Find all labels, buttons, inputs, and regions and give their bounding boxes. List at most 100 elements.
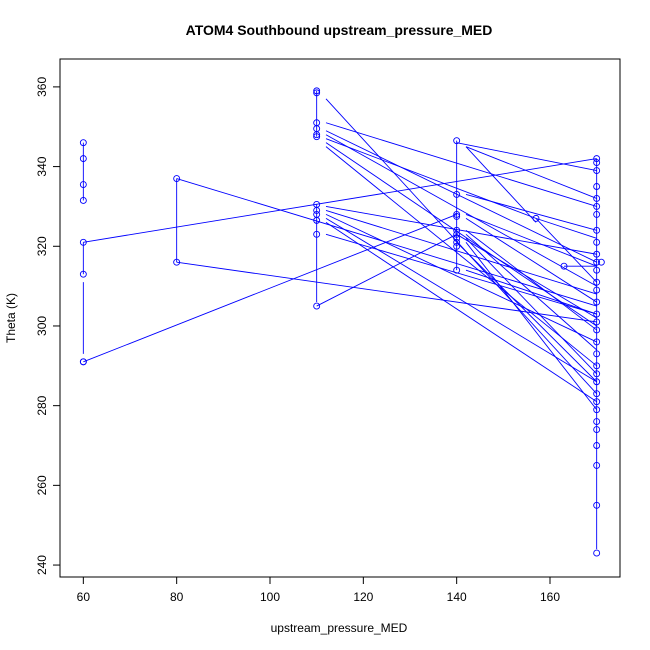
y-axis: 240 260 280 300 320 340 360: [35, 77, 60, 575]
data-line-segment: [325, 98, 597, 395]
y-tick-label: 360: [35, 77, 49, 97]
data-point: [453, 226, 461, 234]
data-line-segment: [325, 130, 597, 263]
y-tick-label: 300: [35, 316, 49, 336]
data-line-segment: [325, 217, 597, 383]
data-line-segment: [325, 146, 597, 367]
data-point: [79, 238, 87, 246]
data-point: [593, 159, 601, 167]
data-point: [593, 350, 601, 358]
data-point: [593, 362, 601, 370]
data-point: [593, 258, 601, 266]
data-lines: [82, 90, 598, 550]
x-axis: 60 80 100 120 140 160: [77, 577, 560, 604]
data-line-segment: [465, 218, 597, 303]
y-tick-label: 260: [35, 475, 49, 495]
data-line-segment: [456, 241, 597, 383]
data-line-segment: [176, 178, 597, 307]
data-point: [593, 378, 601, 386]
data-line-segment: [465, 213, 597, 267]
data-point: [313, 216, 321, 224]
data-point: [593, 318, 601, 326]
data-point: [593, 426, 601, 434]
data-line-segment: [465, 237, 597, 375]
data-line-segment: [83, 213, 457, 363]
data-point: [593, 226, 601, 234]
data-point: [453, 230, 461, 238]
data-point: [79, 181, 87, 188]
x-tick-label: 100: [260, 590, 280, 604]
data-point: [453, 242, 461, 250]
data-point: [173, 258, 181, 266]
data-point: [453, 191, 461, 198]
data-point: [79, 358, 87, 366]
data-point: [593, 370, 601, 378]
data-line-segment: [325, 138, 537, 219]
data-point: [313, 230, 321, 238]
x-tick-label: 160: [540, 590, 560, 604]
data-point: [593, 183, 601, 190]
data-point: [313, 206, 321, 214]
data-point: [593, 390, 601, 398]
data-point: [79, 155, 87, 163]
data-point: [453, 238, 461, 246]
data-point: [593, 278, 601, 286]
data-point: [313, 87, 321, 95]
data-point: [453, 137, 461, 145]
data-line-segment: [325, 213, 597, 343]
x-axis-label: upstream_pressure_MED: [271, 621, 408, 635]
data-point: [593, 238, 601, 246]
data-line-segment: [325, 134, 597, 287]
data-point: [593, 250, 601, 258]
y-tick-label: 340: [35, 156, 49, 176]
x-tick-label: 120: [353, 590, 373, 604]
data-point: [593, 326, 601, 334]
x-tick-label: 60: [77, 590, 91, 604]
data-point: [593, 266, 601, 274]
data-point: [593, 398, 601, 406]
data-line-segment: [83, 158, 597, 243]
data-point: [79, 197, 87, 204]
data-line-segment: [316, 233, 457, 307]
plot-frame: [59, 58, 621, 578]
data-points: [79, 87, 605, 557]
data-line-segment: [465, 194, 597, 231]
data-point: [560, 262, 568, 270]
data-point: [593, 461, 601, 469]
data-point: [173, 175, 181, 182]
data-line-segment: [176, 261, 597, 323]
data-point: [593, 442, 601, 449]
data-line-segment: [535, 218, 597, 283]
data-line-segment: [325, 209, 597, 295]
data-line-segment: [456, 142, 597, 172]
data-point: [593, 298, 601, 306]
data-point: [593, 338, 601, 346]
data-point: [593, 167, 601, 175]
data-line-segment: [465, 146, 597, 199]
data-point: [313, 89, 321, 97]
y-tick-label: 240: [35, 555, 49, 575]
data-line-segment: [325, 233, 597, 315]
data-point: [593, 501, 601, 509]
y-tick-label: 280: [35, 395, 49, 415]
data-point: [313, 302, 321, 310]
x-tick-label: 140: [447, 590, 467, 604]
data-point: [453, 266, 461, 274]
data-line-segment: [535, 217, 597, 239]
data-line-segment: [325, 221, 597, 403]
data-point: [593, 549, 601, 557]
data-point: [593, 286, 601, 294]
data-point: [453, 210, 461, 218]
x-tick-label: 80: [170, 590, 184, 604]
data-point: [453, 212, 461, 220]
chart-title: ATOM4 Southbound upstream_pressure_MED: [186, 22, 493, 38]
data-line-segment: [325, 122, 597, 207]
y-axis-label: Theta (K): [4, 293, 18, 343]
data-point: [593, 202, 601, 210]
data-point: [532, 214, 540, 222]
data-line-segment: [465, 269, 597, 315]
data-line-segment: [465, 146, 537, 223]
data-point: [593, 406, 601, 414]
data-line-segment: [325, 205, 597, 255]
data-line-segment: [465, 242, 598, 410]
